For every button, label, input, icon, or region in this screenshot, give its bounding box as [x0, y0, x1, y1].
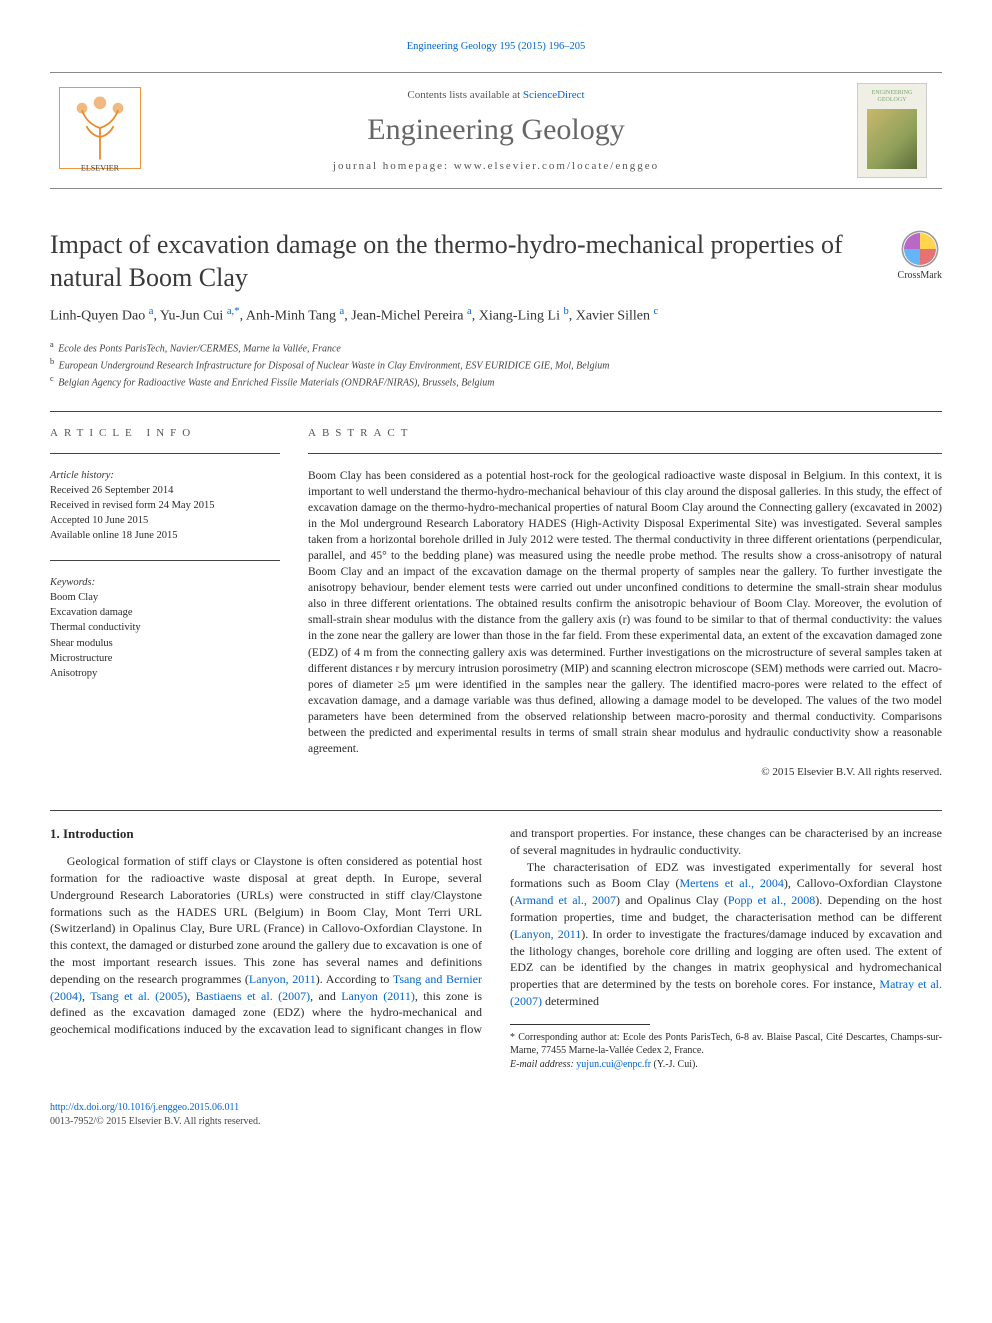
cite-lanyon-2011[interactable]: Lanyon, 2011 — [249, 972, 316, 986]
keywords-block: Keywords: Boom Clay Excavation damage Th… — [50, 575, 280, 682]
masthead: ELSEVIER Contents lists available at Sci… — [50, 72, 942, 189]
contents-line: Contents lists available at ScienceDirec… — [150, 88, 842, 103]
author-3: Anh-Minh Tang — [246, 309, 336, 324]
doi-link[interactable]: http://dx.doi.org/10.1016/j.enggeo.2015.… — [50, 1101, 942, 1115]
keyword: Thermal conductivity — [50, 620, 280, 635]
cover-label: ENGINEERING GEOLOGY — [858, 90, 926, 103]
abstract-text: Boom Clay has been considered as a poten… — [308, 468, 942, 758]
journal-name: Engineering Geology — [150, 110, 842, 151]
affiliation-a: Ecole des Ponts ParisTech, Navier/CERMES… — [58, 343, 341, 354]
keyword: Microstructure — [50, 651, 280, 666]
copyright-line: © 2015 Elsevier B.V. All rights reserved… — [308, 765, 942, 780]
cite-lanyon-2011c[interactable]: Lanyon, 2011 — [514, 927, 581, 941]
affiliations: a Ecole des Ponts ParisTech, Navier/CERM… — [50, 339, 942, 391]
keyword: Excavation damage — [50, 605, 280, 620]
keyword: Shear modulus — [50, 636, 280, 651]
email-label: E-mail address: — [510, 1059, 576, 1070]
footnote-separator — [510, 1024, 650, 1025]
divider — [50, 411, 942, 412]
svg-text:ELSEVIER: ELSEVIER — [81, 164, 120, 173]
affiliation-c: Belgian Agency for Radioactive Waste and… — [58, 378, 494, 389]
author-1-aff: a — [149, 306, 154, 317]
footnotes: * Corresponding author at: Ecole des Pon… — [510, 1031, 942, 1072]
keyword: Boom Clay — [50, 590, 280, 605]
history-revised: Received in revised form 24 May 2015 — [50, 498, 280, 513]
author-5: Xiang-Ling Li — [479, 309, 560, 324]
corresponding-author-note: * Corresponding author at: Ecole des Pon… — [510, 1031, 942, 1058]
divider — [50, 810, 942, 811]
elsevier-tree-icon: ELSEVIER — [55, 83, 145, 173]
divider — [50, 453, 280, 454]
author-1: Linh-Quyen Dao — [50, 309, 145, 324]
issn-line: 0013-7952/© 2015 Elsevier B.V. All right… — [50, 1115, 942, 1129]
cite-armand-2007[interactable]: Armand et al., 2007 — [514, 893, 616, 907]
crossmark-icon — [900, 229, 940, 269]
crossmark-label: CrossMark — [898, 269, 942, 283]
journal-citation[interactable]: Engineering Geology 195 (2015) 196–205 — [50, 40, 942, 54]
sciencedirect-link[interactable]: ScienceDirect — [523, 89, 585, 101]
elsevier-logo: ELSEVIER — [50, 83, 150, 178]
email-link[interactable]: yujun.cui@enpc.fr — [576, 1059, 651, 1070]
corresponding-star: * — [234, 305, 240, 317]
keyword: Anisotropy — [50, 666, 280, 681]
journal-cover-thumb: ENGINEERING GEOLOGY — [842, 83, 942, 178]
author-6-aff: c — [653, 306, 658, 317]
authors-line: Linh-Quyen Dao a, Yu-Jun Cui a,*, Anh-Mi… — [50, 304, 942, 327]
article-info-label: article info — [50, 426, 280, 441]
author-3-aff: a — [340, 306, 345, 317]
author-4: Jean-Michel Pereira — [351, 309, 463, 324]
author-5-aff: b — [563, 306, 568, 317]
history-accepted: Accepted 10 June 2015 — [50, 513, 280, 528]
cite-tsang-2005[interactable]: Tsang et al. (2005) — [90, 989, 187, 1003]
email-line: E-mail address: yujun.cui@enpc.fr (Y.-J.… — [510, 1058, 942, 1072]
divider — [308, 453, 942, 454]
journal-homepage[interactable]: journal homepage: www.elsevier.com/locat… — [150, 159, 842, 174]
article-title: Impact of excavation damage on the therm… — [50, 229, 898, 294]
cite-popp-2008[interactable]: Popp et al., 2008 — [728, 893, 815, 907]
history-label: Article history: — [50, 468, 280, 483]
abstract-label: abstract — [308, 426, 942, 441]
crossmark-badge[interactable]: CrossMark — [898, 229, 942, 283]
cite-bastiaens-2007[interactable]: Bastiaens et al. (2007) — [196, 989, 311, 1003]
page-footer: http://dx.doi.org/10.1016/j.enggeo.2015.… — [50, 1101, 942, 1129]
author-2: Yu-Jun Cui — [160, 309, 223, 324]
author-6: Xavier Sillen — [576, 309, 650, 324]
history-received: Received 26 September 2014 — [50, 483, 280, 498]
cite-mertens-2004[interactable]: Mertens et al., 2004 — [680, 876, 784, 890]
intro-para-2: The characterisation of EDZ was investig… — [510, 859, 942, 1010]
divider — [50, 560, 280, 561]
history-online: Available online 18 June 2015 — [50, 528, 280, 543]
body-columns: 1. Introduction Geological formation of … — [50, 825, 942, 1071]
cite-lanyon-2011b[interactable]: Lanyon (2011) — [341, 989, 415, 1003]
author-4-aff: a — [467, 306, 472, 317]
cover-art — [867, 109, 917, 169]
keywords-label: Keywords: — [50, 575, 280, 590]
intro-heading: 1. Introduction — [50, 825, 482, 843]
contents-prefix: Contents lists available at — [407, 89, 522, 101]
affiliation-b: European Underground Research Infrastruc… — [59, 360, 610, 371]
email-who: (Y.-J. Cui). — [651, 1059, 698, 1070]
article-history: Article history: Received 26 September 2… — [50, 468, 280, 544]
